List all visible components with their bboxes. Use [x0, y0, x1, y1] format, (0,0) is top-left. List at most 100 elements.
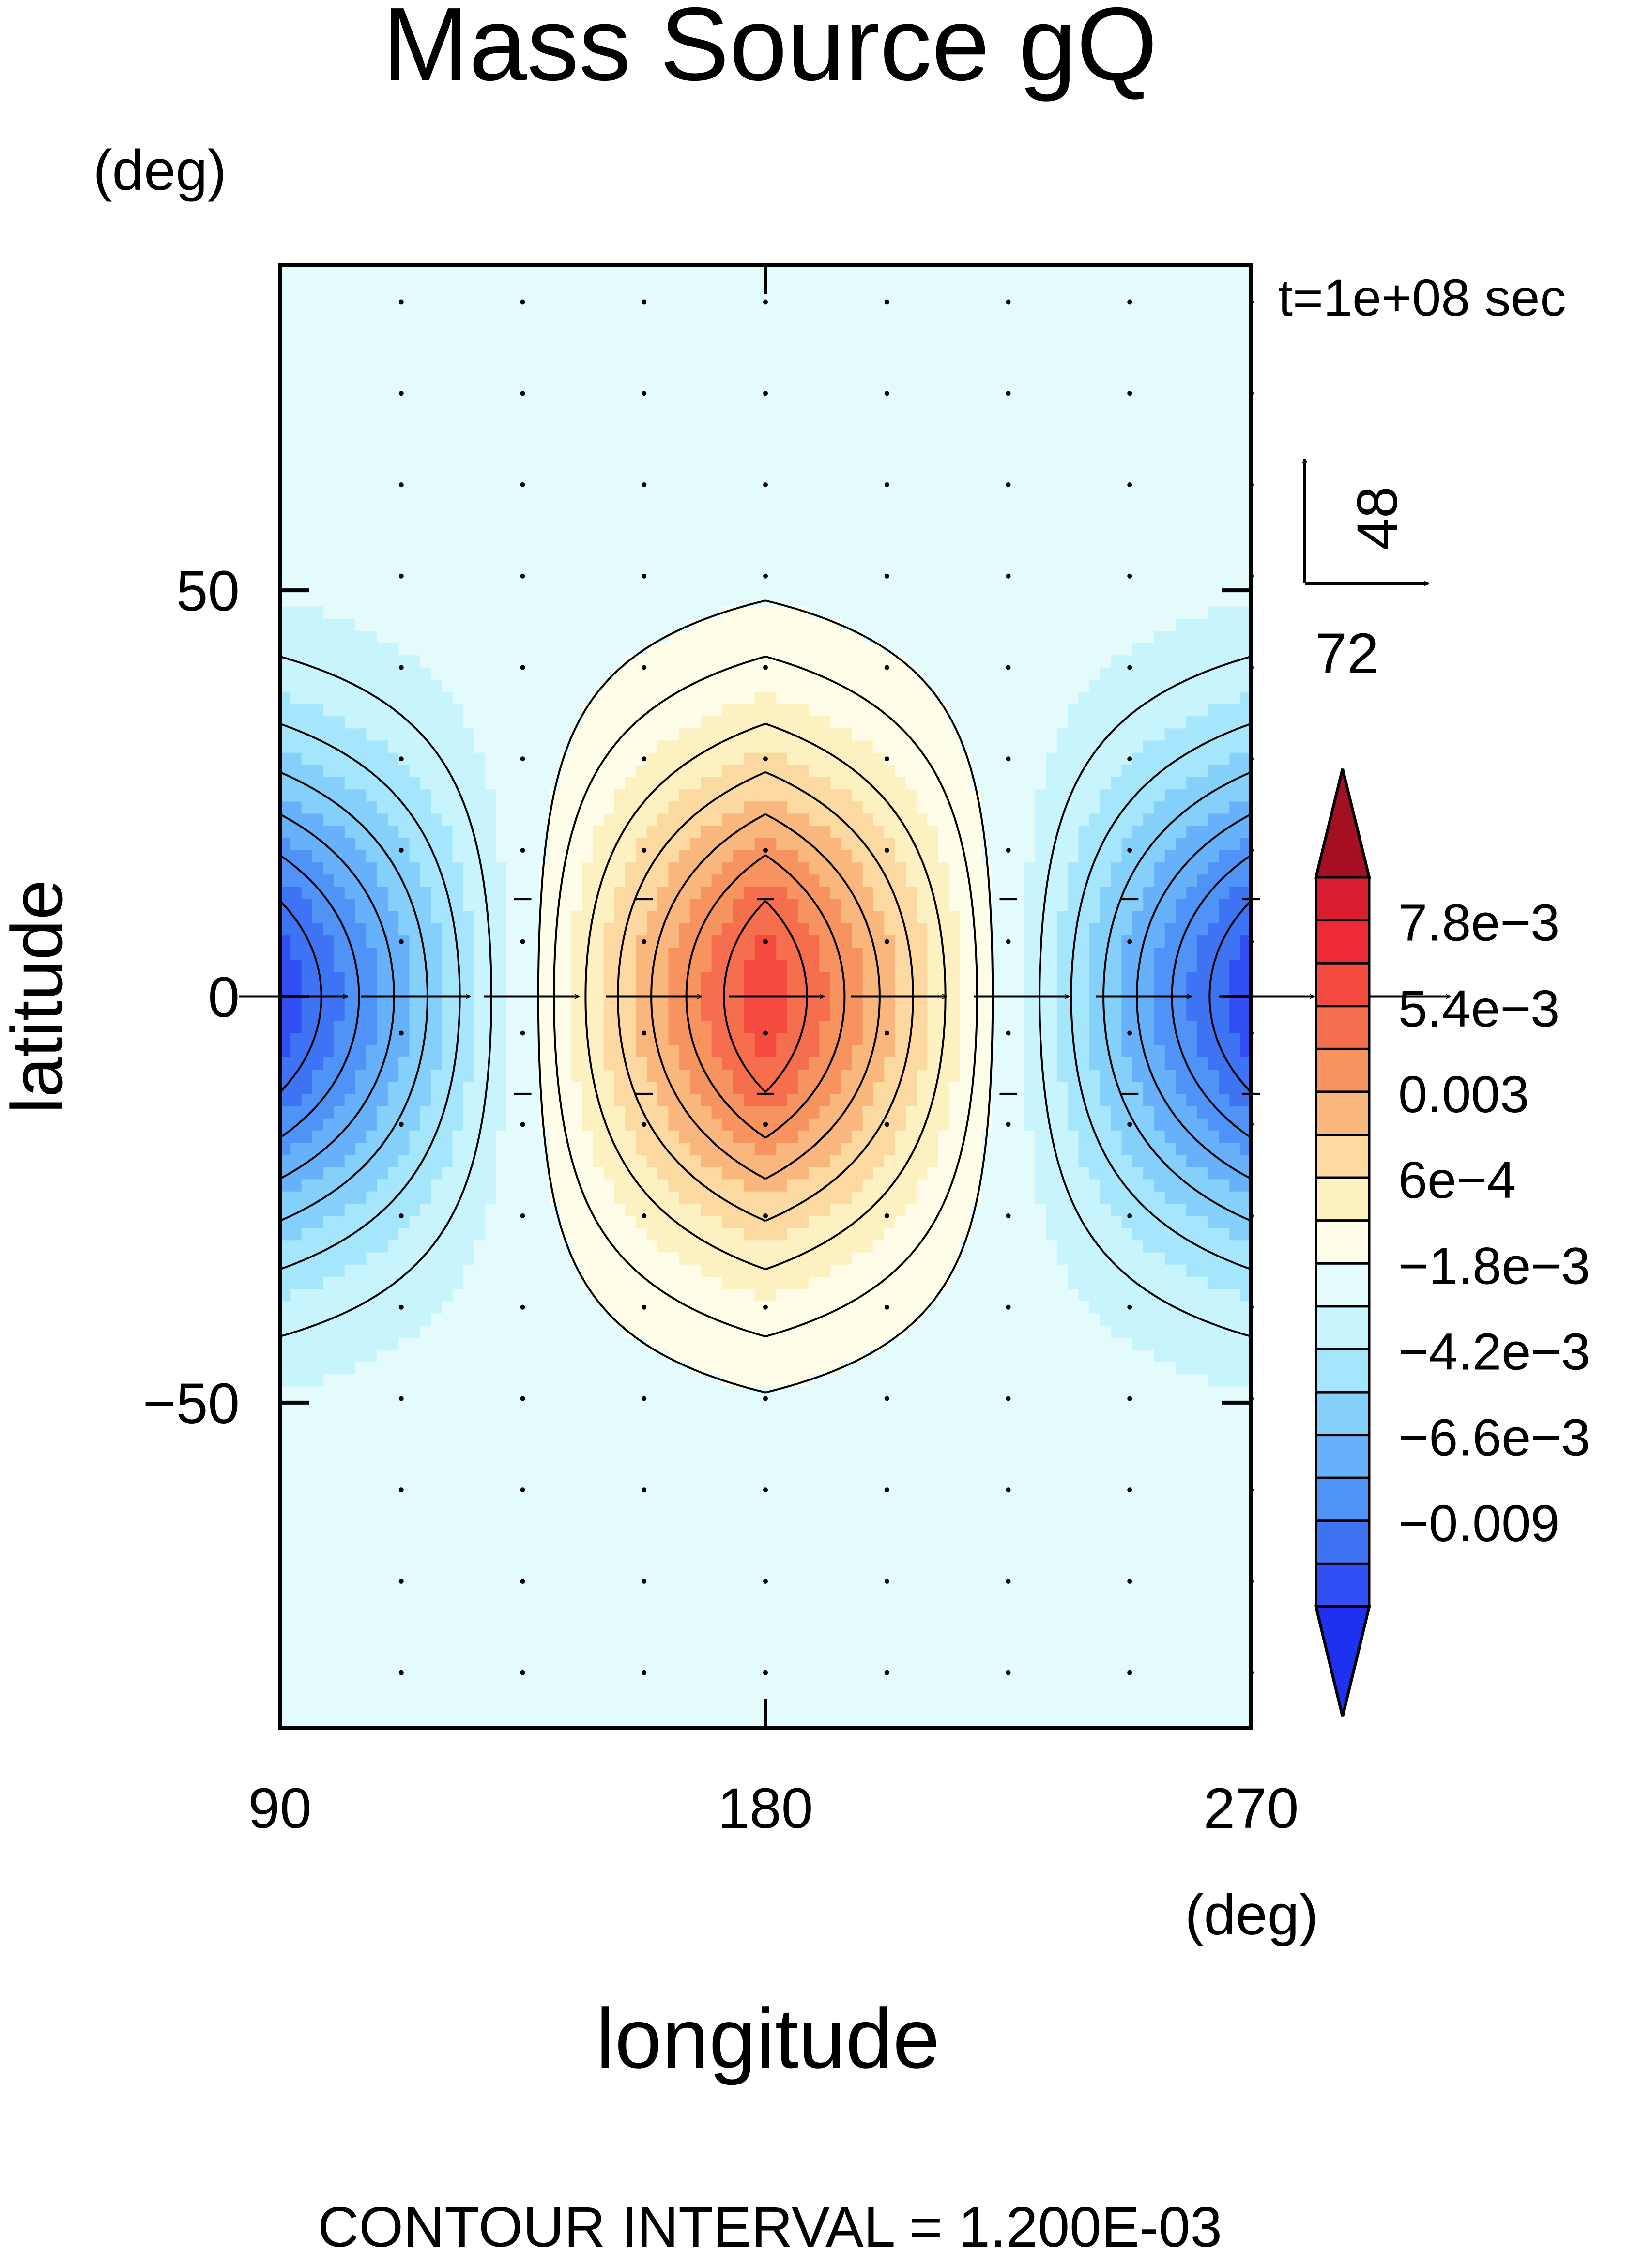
field-cell: [593, 582, 604, 595]
field-cell: [1089, 314, 1101, 327]
field-cell: [884, 911, 896, 924]
field-cell: [474, 399, 486, 412]
field-cell: [355, 509, 367, 522]
field-cell: [1186, 826, 1198, 839]
field-cell: [862, 838, 874, 851]
field-cell: [344, 582, 356, 595]
field-cell: [1197, 460, 1208, 473]
field-cell: [701, 728, 712, 741]
field-cell: [776, 667, 788, 680]
field-cell: [625, 935, 637, 949]
field-cell: [797, 436, 809, 449]
field-cell: [1121, 923, 1133, 936]
field-cell: [1229, 399, 1241, 412]
field-cell: [970, 631, 982, 644]
field-cell: [582, 679, 594, 692]
field-cell: [1219, 813, 1230, 827]
field-cell: [981, 351, 993, 364]
field-cell: [809, 387, 820, 400]
field-cell: [377, 338, 388, 351]
field-cell: [1046, 412, 1057, 424]
field-cell: [323, 801, 335, 814]
field-cell: [442, 740, 453, 753]
field-cell: [1143, 570, 1155, 583]
field-cell: [754, 704, 766, 717]
field-cell: [1143, 728, 1155, 741]
field-cell: [474, 265, 486, 278]
field-cell: [280, 911, 291, 924]
field-cell: [819, 765, 831, 778]
field-cell: [754, 497, 766, 510]
field-cell: [442, 302, 453, 315]
field-cell: [312, 326, 323, 339]
field-cell: [1121, 643, 1133, 656]
field-cell: [733, 436, 745, 449]
field-cell: [787, 752, 798, 766]
field-cell: [744, 570, 755, 583]
field-cell: [895, 582, 906, 595]
field-cell: [420, 631, 431, 644]
field-cell: [366, 594, 378, 607]
field-cell: [1035, 716, 1047, 729]
field-cell: [409, 570, 421, 583]
field-cell: [905, 448, 917, 461]
field-cell: [992, 801, 1004, 814]
field-cell: [787, 460, 798, 473]
field-cell: [614, 302, 626, 315]
field-cell: [905, 497, 917, 510]
field-cell: [765, 740, 777, 753]
field-cell: [776, 716, 788, 729]
field-cell: [809, 424, 820, 437]
field-cell: [970, 326, 982, 339]
field-cell: [344, 326, 356, 339]
field-cell: [765, 472, 777, 485]
field-cell: [1240, 509, 1251, 522]
field-cell: [852, 826, 863, 839]
field-cell: [571, 582, 582, 595]
field-cell: [646, 326, 658, 339]
field-cell: [1003, 777, 1014, 790]
field-cell: [668, 923, 680, 936]
field-cell: [873, 826, 885, 839]
field-cell: [905, 472, 917, 485]
field-cell: [938, 412, 949, 424]
field-cell: [1121, 570, 1133, 583]
field-cell: [538, 302, 550, 315]
field-cell: [1186, 691, 1198, 705]
field-cell: [895, 667, 906, 680]
field-cell: [927, 485, 939, 497]
field-cell: [1111, 765, 1122, 778]
field-cell: [538, 862, 550, 875]
field-cell: [1229, 558, 1241, 570]
field-cell: [495, 679, 507, 692]
field-cell: [960, 558, 971, 570]
field-cell: [873, 911, 885, 924]
field-cell: [1132, 643, 1144, 656]
field-cell: [938, 911, 949, 924]
field-cell: [377, 436, 388, 449]
field-cell: [711, 594, 723, 607]
field-cell: [1154, 570, 1165, 583]
field-cell: [474, 643, 486, 656]
field-cell: [571, 789, 582, 802]
field-cell: [301, 752, 313, 766]
field-cell: [431, 570, 443, 583]
field-cell: [398, 691, 410, 705]
field-cell: [1208, 826, 1219, 839]
field-cell: [1035, 850, 1047, 863]
field-cell: [1024, 789, 1036, 802]
field-cell: [970, 667, 982, 680]
field-cell: [280, 777, 291, 790]
field-cell: [1197, 643, 1208, 656]
field-cell: [841, 558, 853, 570]
field-cell: [797, 679, 809, 692]
field-cell: [981, 302, 993, 315]
field-cell: [905, 521, 917, 534]
field-cell: [1100, 387, 1112, 400]
field-cell: [431, 606, 443, 619]
field-cell: [646, 472, 658, 485]
field-cell: [1219, 740, 1230, 753]
field-cell: [948, 277, 960, 291]
field-cell: [452, 728, 464, 741]
field-cell: [636, 667, 647, 680]
